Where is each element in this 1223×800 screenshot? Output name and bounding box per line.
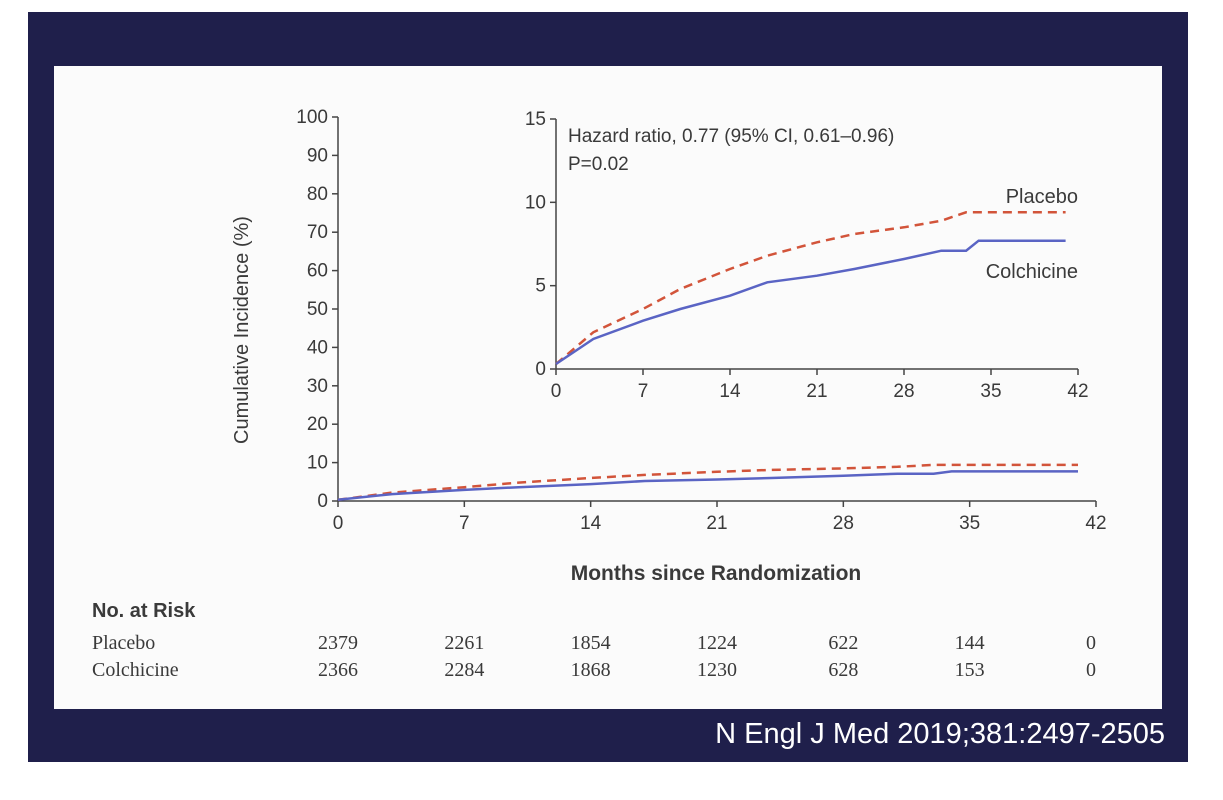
risk-row-label-placebo: Placebo	[92, 632, 156, 654]
x-axis-label: Months since Randomization	[571, 562, 862, 585]
main-x-tick-label: 42	[1085, 513, 1106, 534]
inset-axes: 0 7 14 21 28 35 42 0 5 10 15	[525, 109, 1089, 402]
main-y-tick-label: 30	[307, 376, 328, 397]
main-x-tick-label: 14	[580, 513, 602, 534]
citation: N Engl J Med 2019;381:2497-2505	[715, 718, 1165, 750]
inset-x-tick-label: 21	[806, 381, 827, 402]
main-y-tick-label: 20	[307, 414, 328, 435]
risk-cell-colchicine: 1230	[697, 659, 737, 681]
figure-panel	[54, 66, 1162, 709]
risk-cell-placebo: 144	[954, 632, 985, 654]
risk-row-label-colchicine: Colchicine	[92, 659, 179, 681]
inset-y-tick-label: 10	[525, 192, 546, 213]
risk-cell-colchicine: 2366	[318, 659, 358, 681]
inset-lines	[555, 211, 1066, 366]
main-y-tick-label: 60	[307, 261, 328, 282]
inset-x-tick-label: 42	[1067, 381, 1088, 402]
main-x-tick-label: 0	[333, 513, 344, 534]
y-axis-label: Cumulative Incidence (%)	[231, 216, 253, 444]
inset-y-tick-label: 15	[525, 109, 546, 130]
inset-x-tick-label: 35	[980, 381, 1001, 402]
risk-table-header: No. at Risk	[92, 600, 196, 622]
inset-x-tick-label: 14	[719, 381, 741, 402]
risk-cell-placebo: 1224	[697, 632, 737, 654]
p-value-annotation: P=0.02	[568, 154, 629, 175]
main-y-tick-label: 70	[307, 222, 328, 243]
main-line-placebo	[337, 463, 1078, 502]
main-lines	[337, 463, 1078, 502]
risk-cell-colchicine: 628	[828, 659, 859, 681]
main-y-tick-label: 0	[317, 491, 328, 512]
inset-line-placebo	[555, 211, 1066, 365]
risk-cell-placebo: 1854	[570, 632, 611, 654]
inset-x-tick-label: 0	[551, 381, 562, 402]
risk-cell-colchicine: 2284	[444, 659, 485, 681]
inset-x-tick-label: 7	[638, 381, 649, 402]
main-y-tick-label: 100	[296, 107, 328, 128]
main-y-tick-label: 50	[307, 299, 328, 320]
main-y-tick-label: 40	[307, 337, 328, 358]
inset-y-tick-label: 0	[535, 359, 546, 380]
series-label-placebo: Placebo	[1006, 186, 1078, 208]
risk-cell-placebo: 2261	[444, 632, 485, 654]
main-x-tick-label: 35	[959, 513, 980, 534]
risk-cell-placebo: 2379	[318, 632, 358, 654]
main-x-tick-label: 21	[706, 513, 727, 534]
main-x-tick-label: 7	[459, 513, 470, 534]
main-line-colchicine	[337, 470, 1078, 502]
series-label-colchicine: Colchicine	[986, 261, 1078, 283]
main-x-tick-label: 28	[833, 513, 854, 534]
risk-cell-placebo: 622	[828, 632, 859, 654]
risk-cell-placebo: 0	[1086, 632, 1096, 654]
inset-y-tick-label: 5	[535, 276, 546, 297]
risk-cell-colchicine: 153	[954, 659, 985, 681]
risk-cell-colchicine: 0	[1086, 659, 1096, 681]
main-y-tick-label: 90	[307, 145, 328, 166]
main-y-tick-label: 10	[307, 453, 328, 474]
risk-cell-colchicine: 1868	[570, 659, 611, 681]
main-y-tick-label: 80	[307, 184, 328, 205]
hazard-ratio-annotation: Hazard ratio, 0.77 (95% CI, 0.61–0.96)	[568, 126, 894, 147]
inset-line-colchicine	[555, 239, 1066, 366]
inset-x-tick-label: 28	[893, 381, 914, 402]
